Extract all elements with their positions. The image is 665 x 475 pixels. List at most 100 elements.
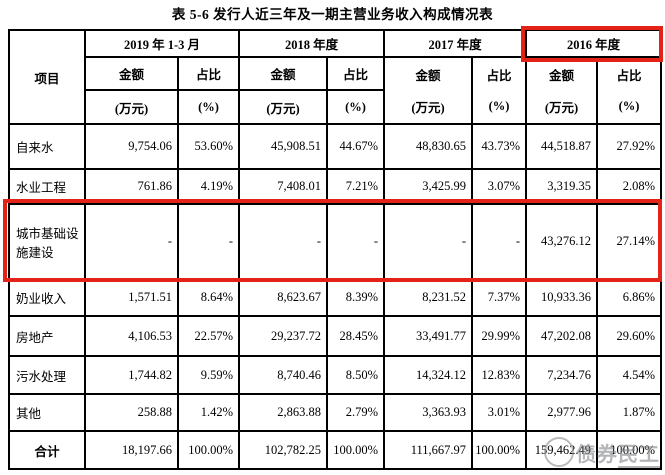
row-urban-infrastructure: 城市基础设施建设 - - - - - - 43,276.12 27.14% <box>8 203 663 280</box>
ratio-unit-header: (%) <box>596 90 663 125</box>
row-label: 污水处理 <box>8 355 86 395</box>
amount-unit-header: (万元) <box>525 90 599 125</box>
value-cell: 45,908.51 <box>238 123 329 170</box>
ratio-header: 占比 <box>471 56 528 90</box>
amount-header: 金额 <box>525 56 599 90</box>
value-cell: 4.54% <box>596 355 663 395</box>
period-header-2016: 2016 年度 <box>525 29 663 58</box>
row-label: 其他 <box>8 393 86 432</box>
value-cell: 14,324.12 <box>383 355 474 395</box>
value-cell: 2,977.96 <box>525 393 599 432</box>
value-cell: 1.42% <box>176 393 241 432</box>
value-cell: 100.00% <box>596 430 663 470</box>
value-cell: 28.45% <box>326 315 386 357</box>
row-label: 自来水 <box>8 123 86 170</box>
value-cell: 8,623.67 <box>238 278 329 317</box>
row-label: 奶业收入 <box>8 278 86 317</box>
row-real-estate: 房地产 4,106.53 22.57% 29,237.72 28.45% 33,… <box>8 315 663 357</box>
value-cell: 4,106.53 <box>84 315 179 357</box>
value-cell: 2.79% <box>326 393 386 432</box>
total-row-label: 合计 <box>8 430 86 470</box>
value-cell: 1,571.51 <box>84 278 179 317</box>
value-cell: 9.59% <box>176 355 241 395</box>
row-other: 其他 258.88 1.42% 2,863.88 2.79% 3,363.93 … <box>8 393 663 432</box>
value-cell: 3.01% <box>471 393 528 432</box>
value-cell: 8,231.52 <box>383 278 474 317</box>
value-cell: 29.60% <box>596 315 663 357</box>
header-row-measures: 金额 占比 金额 占比 金额 占比 金额 占比 <box>9 56 663 91</box>
value-cell: 7,408.01 <box>238 168 329 205</box>
ratio-unit-header: (%) <box>471 90 528 125</box>
value-cell: 10,933.36 <box>525 278 599 317</box>
value-cell: 3.07% <box>471 168 528 205</box>
value-cell: 3,319.35 <box>525 168 599 205</box>
amount-header: 金额 <box>84 56 179 91</box>
table-title: 表 5-6 发行人近三年及一期主营业务收入构成情况表 <box>171 7 494 22</box>
value-cell: 29,237.72 <box>238 315 329 357</box>
ratio-header: 占比 <box>176 56 241 91</box>
value-cell: 7.37% <box>471 278 528 317</box>
corner-header-item: 项目 <box>8 29 86 125</box>
value-cell: 1.87% <box>596 393 663 432</box>
value-cell: 111,667.97 <box>383 430 474 470</box>
value-cell: 18,197.66 <box>84 430 179 470</box>
value-cell: 33,491.77 <box>383 315 474 357</box>
value-cell: 43,276.12 <box>525 203 599 280</box>
value-cell: 48,830.65 <box>383 123 474 170</box>
value-cell: 2,863.88 <box>238 393 329 432</box>
value-cell: 100.00% <box>471 430 528 470</box>
value-cell: 761.86 <box>84 168 179 205</box>
value-cell: 44,518.87 <box>525 123 599 170</box>
value-cell: 53.60% <box>176 123 241 170</box>
income-composition-table: 项目 2019 年 1-3 月 2018 年度 2017 年度 2016 年度 … <box>8 29 663 470</box>
value-cell: - <box>84 203 179 280</box>
row-label: 房地产 <box>8 315 86 357</box>
value-cell: 9,754.06 <box>84 123 179 170</box>
amount-unit-header: (万元) <box>84 89 179 125</box>
value-cell: 3,363.93 <box>383 393 474 432</box>
value-cell: 7,234.76 <box>525 355 599 395</box>
value-cell: 2.08% <box>596 168 663 205</box>
value-cell: - <box>326 203 386 280</box>
value-cell: 100.00% <box>326 430 386 470</box>
row-dairy-income: 奶业收入 1,571.51 8.64% 8,623.67 8.39% 8,231… <box>8 278 663 317</box>
value-cell: 6.86% <box>596 278 663 317</box>
period-header-2018: 2018 年度 <box>238 29 386 58</box>
period-header-2019q1: 2019 年 1-3 月 <box>83 29 241 58</box>
value-cell: 3,425.99 <box>383 168 474 205</box>
value-cell: 1,744.82 <box>84 355 179 395</box>
value-cell: - <box>238 203 329 280</box>
header-row-periods: 项目 2019 年 1-3 月 2018 年度 2017 年度 2016 年度 <box>8 29 663 125</box>
value-cell: 27.14% <box>596 203 663 280</box>
header-row-units: (万元) (%) (万元) (%) (万元) (%) (万元) (%) <box>9 89 663 125</box>
value-cell: 8,740.46 <box>238 355 329 395</box>
value-cell: 47,202.08 <box>525 315 599 357</box>
value-cell: 8.39% <box>326 278 386 317</box>
value-cell: 100.00% <box>176 430 241 470</box>
row-tap-water: 自来水 9,754.06 53.60% 45,908.51 44.67% 48,… <box>8 123 663 170</box>
value-cell: - <box>176 203 241 280</box>
ratio-unit-header: (%) <box>176 89 241 125</box>
value-cell: 12.83% <box>471 355 528 395</box>
value-cell: 8.64% <box>176 278 241 317</box>
value-cell: 22.57% <box>176 315 241 357</box>
amount-unit-header: (万元) <box>383 90 474 125</box>
value-cell: - <box>383 203 474 280</box>
row-label: 水业工程 <box>8 168 86 205</box>
amount-header: 金额 <box>383 56 474 90</box>
value-cell: 44.67% <box>326 123 386 170</box>
value-cell: 29.99% <box>471 315 528 357</box>
amount-header: 金额 <box>238 56 329 91</box>
value-cell: 159,462.49 <box>525 430 599 470</box>
row-water-engineering: 水业工程 761.86 4.19% 7,408.01 7.21% 3,425.9… <box>8 168 663 205</box>
ratio-header: 占比 <box>326 56 386 91</box>
row-sewage-treatment: 污水处理 1,744.82 9.59% 8,740.46 8.50% 14,32… <box>8 355 663 395</box>
value-cell: 27.92% <box>596 123 663 170</box>
ratio-unit-header: (%) <box>326 89 386 125</box>
amount-unit-header: (万元) <box>238 89 329 125</box>
value-cell: 43.73% <box>471 123 528 170</box>
value-cell: 7.21% <box>326 168 386 205</box>
value-cell: 102,782.25 <box>238 430 329 470</box>
value-cell: - <box>471 203 528 280</box>
